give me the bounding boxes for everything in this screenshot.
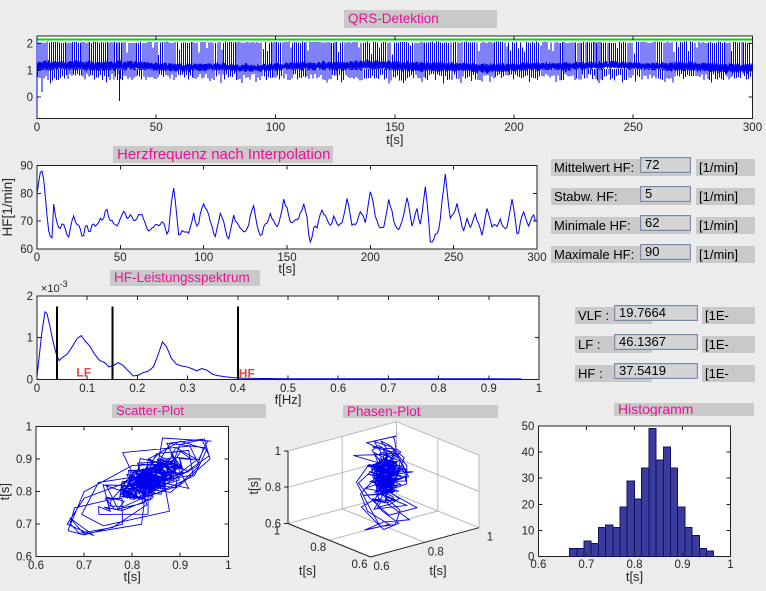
- svg-text:0.7: 0.7: [380, 383, 396, 395]
- svg-text:200: 200: [361, 252, 380, 264]
- svg-text:0.8: 0.8: [265, 482, 281, 494]
- svg-text:0.8: 0.8: [310, 542, 326, 554]
- svg-text:0.6: 0.6: [352, 559, 368, 571]
- svg-text:t[s]: t[s]: [299, 563, 316, 578]
- svg-text:0.1: 0.1: [79, 383, 95, 395]
- svg-text:t[s]: t[s]: [246, 477, 261, 494]
- svg-text:70: 70: [20, 216, 33, 228]
- svg-text:1: 1: [275, 446, 281, 458]
- svg-text:0.9: 0.9: [172, 560, 188, 572]
- svg-text:0.8: 0.8: [428, 546, 444, 558]
- svg-text:0.6: 0.6: [530, 559, 546, 571]
- svg-text:0.6: 0.6: [330, 383, 346, 395]
- svg-text:0: 0: [34, 122, 40, 134]
- svg-text:1: 1: [27, 65, 33, 77]
- svg-text:0.4: 0.4: [230, 383, 247, 395]
- svg-text:t[s]: t[s]: [0, 483, 12, 500]
- svg-text:0.6: 0.6: [265, 519, 281, 531]
- svg-text:0.8: 0.8: [16, 487, 32, 499]
- svg-text:250: 250: [444, 252, 463, 264]
- svg-text:0.7: 0.7: [578, 559, 594, 571]
- svg-text:50: 50: [522, 421, 535, 433]
- svg-text:150: 150: [385, 122, 404, 134]
- svg-text:1: 1: [536, 383, 542, 395]
- svg-text:0.2: 0.2: [129, 383, 145, 395]
- svg-text:100: 100: [266, 122, 285, 134]
- svg-text:0.9: 0.9: [675, 559, 691, 571]
- svg-text:HF[1/min]: HF[1/min]: [0, 178, 15, 237]
- svg-text:0.6: 0.6: [374, 561, 390, 573]
- svg-text:150: 150: [277, 252, 296, 264]
- svg-text:200: 200: [504, 122, 523, 134]
- svg-text:0.7: 0.7: [76, 560, 92, 572]
- svg-text:0.5: 0.5: [280, 383, 296, 395]
- svg-text:0.3: 0.3: [180, 383, 196, 395]
- svg-text:300: 300: [743, 122, 762, 134]
- svg-text:×10-3: ×10-3: [41, 279, 68, 295]
- svg-text:30: 30: [522, 473, 535, 485]
- svg-text:1: 1: [727, 559, 733, 571]
- svg-text:40: 40: [522, 447, 535, 459]
- svg-text:0: 0: [528, 551, 534, 563]
- svg-text:0.9: 0.9: [16, 454, 32, 466]
- svg-text:t[s]: t[s]: [386, 132, 403, 147]
- svg-text:80: 80: [20, 188, 33, 200]
- svg-text:90: 90: [20, 161, 33, 173]
- svg-text:HF: HF: [239, 367, 255, 381]
- svg-text:0.8: 0.8: [627, 559, 643, 571]
- svg-text:0.8: 0.8: [124, 560, 140, 572]
- svg-text:t[s]: t[s]: [278, 261, 295, 276]
- svg-text:300: 300: [527, 252, 546, 264]
- svg-text:2: 2: [27, 39, 33, 51]
- svg-text:t[s]: t[s]: [429, 563, 446, 578]
- svg-text:1: 1: [487, 532, 493, 544]
- svg-text:0: 0: [34, 252, 40, 264]
- svg-text:2: 2: [27, 291, 33, 303]
- svg-text:250: 250: [624, 122, 643, 134]
- svg-text:1: 1: [225, 560, 231, 572]
- svg-text:f[Hz]: f[Hz]: [275, 392, 302, 407]
- svg-text:t[s]: t[s]: [626, 569, 643, 584]
- svg-text:0: 0: [27, 92, 33, 104]
- svg-text:0: 0: [34, 383, 40, 395]
- svg-text:0.7: 0.7: [16, 519, 32, 531]
- svg-text:50: 50: [114, 252, 127, 264]
- svg-text:0: 0: [27, 374, 33, 386]
- svg-text:1: 1: [26, 422, 32, 434]
- svg-text:0.9: 0.9: [481, 383, 497, 395]
- svg-text:20: 20: [522, 499, 535, 511]
- svg-text:100: 100: [194, 252, 213, 264]
- svg-text:0.8: 0.8: [431, 383, 447, 395]
- svg-text:50: 50: [150, 122, 163, 134]
- svg-text:1: 1: [274, 526, 280, 538]
- svg-text:0.6: 0.6: [16, 552, 32, 564]
- svg-text:LF: LF: [76, 366, 91, 380]
- svg-text:60: 60: [20, 244, 33, 256]
- svg-text:t[s]: t[s]: [124, 569, 141, 584]
- svg-text:1: 1: [27, 333, 33, 345]
- svg-text:0.6: 0.6: [28, 560, 44, 572]
- svg-text:10: 10: [522, 525, 535, 537]
